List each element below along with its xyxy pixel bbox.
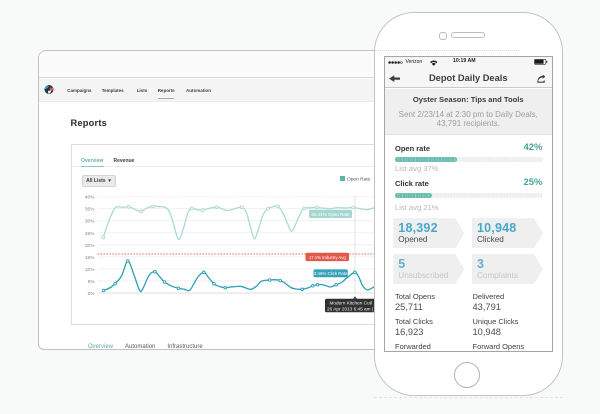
svg-text:15%: 15% bbox=[84, 255, 94, 261]
svg-text:30.41% Open Rate: 30.41% Open Rate bbox=[311, 212, 350, 217]
svg-text:20%: 20% bbox=[84, 243, 94, 249]
svg-text:30%: 30% bbox=[84, 219, 94, 225]
svg-text:25%: 25% bbox=[84, 231, 94, 237]
svg-text:3.46% Click Rate: 3.46% Click Rate bbox=[313, 271, 347, 276]
svg-text:17.1% Industry Avg: 17.1% Industry Avg bbox=[308, 255, 346, 260]
svg-text:Modern Kitchen Cutl: Modern Kitchen Cutl bbox=[329, 301, 371, 306]
svg-text:26 Apr 2013 6:45 am |: 26 Apr 2013 6:45 am | bbox=[327, 307, 373, 312]
svg-text:10%: 10% bbox=[84, 267, 94, 273]
svg-text:40%: 40% bbox=[84, 195, 94, 201]
svg-text:5%: 5% bbox=[87, 279, 95, 285]
svg-text:0%: 0% bbox=[87, 291, 95, 297]
svg-text:35%: 35% bbox=[84, 207, 94, 213]
